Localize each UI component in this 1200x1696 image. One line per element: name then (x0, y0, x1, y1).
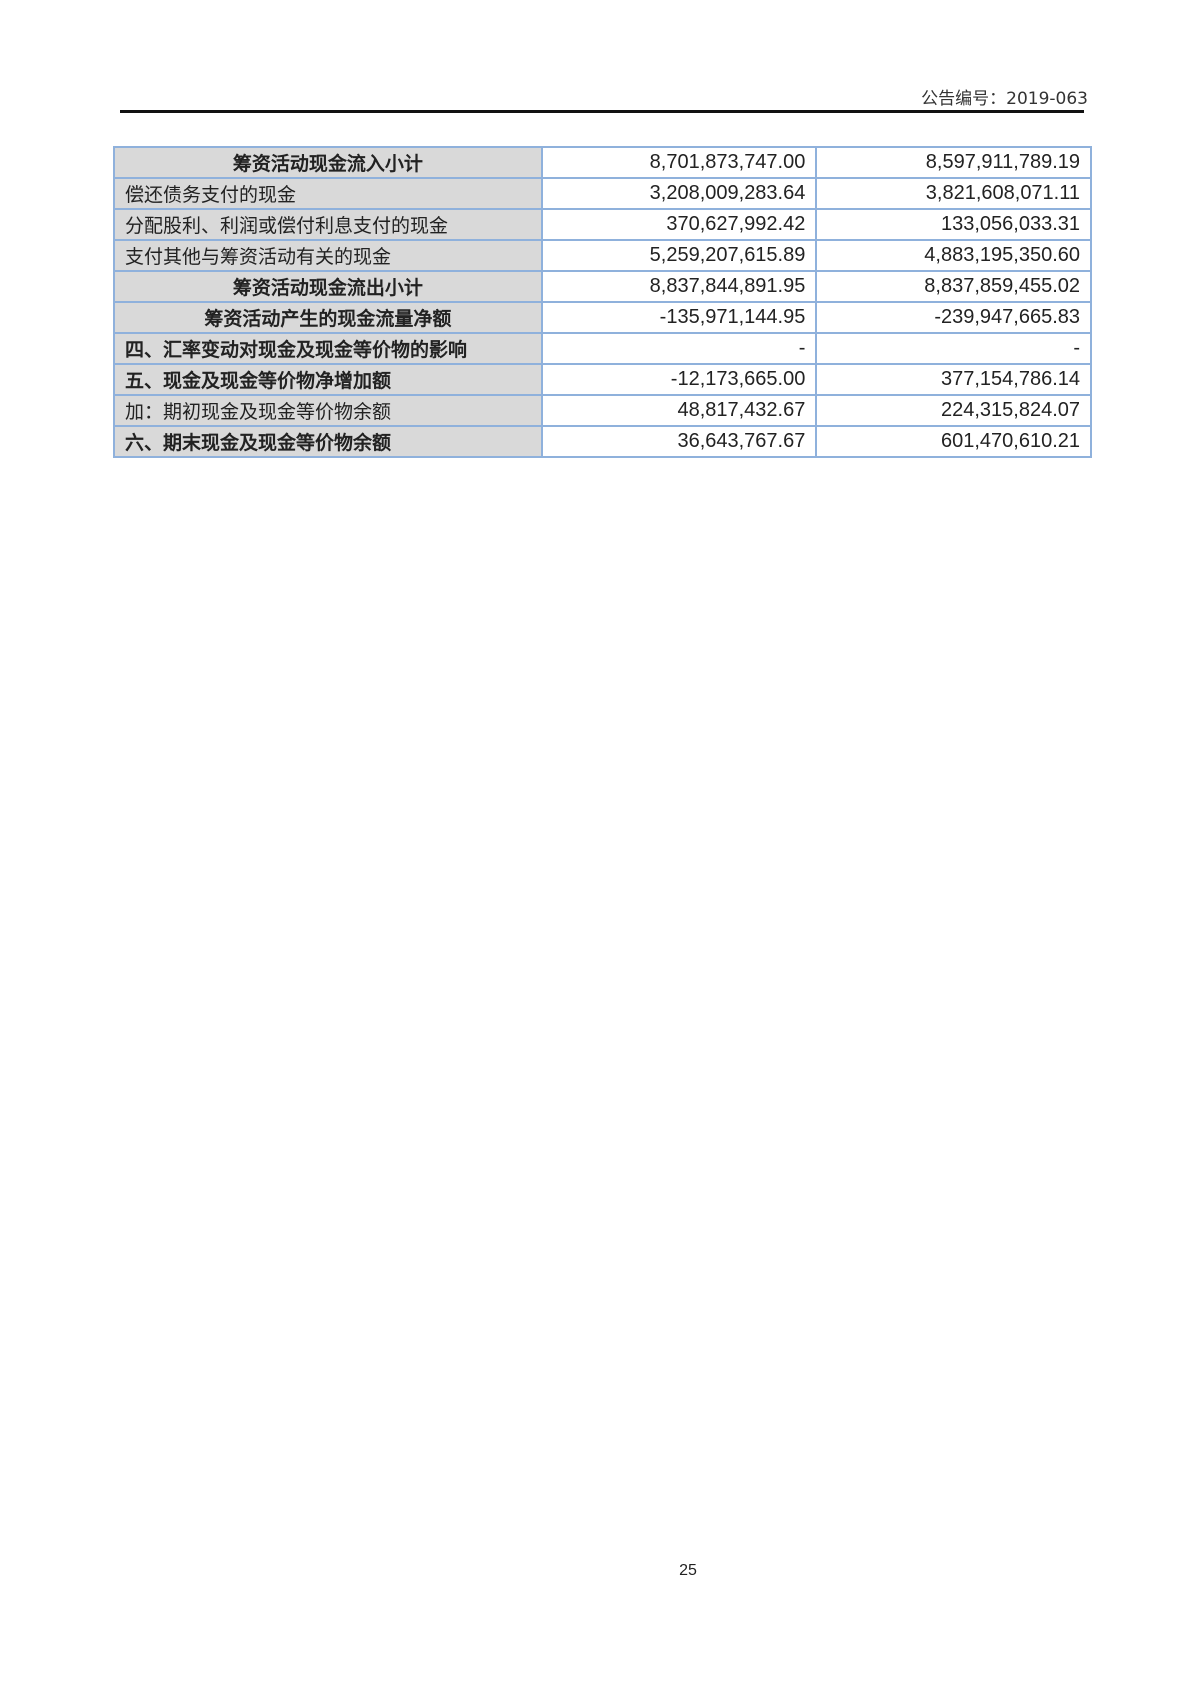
current-value: 8,701,873,747.00 (540, 146, 818, 179)
current-value: 48,817,432.67 (540, 394, 818, 427)
page-number: 25 (679, 1562, 697, 1579)
previous-value: - (815, 332, 1092, 365)
previous-value: 3,821,608,071.11 (815, 177, 1092, 210)
table-row: 支付其他与筹资活动有关的现金 5,259,207,615.89 4,883,195,… (113, 239, 1092, 272)
previous-value: 133,056,033.31 (815, 208, 1092, 241)
row-label: 六、期末现金及现金等价物余额 (113, 425, 543, 458)
previous-value: 4,883,195,350.60 (815, 239, 1092, 272)
table-row: 筹资活动现金流出小计 8,837,844,891.95 8,837,859,455.… (113, 270, 1092, 303)
row-label: 四、汇率变动对现金及现金等价物的影响 (113, 332, 543, 365)
current-value: 370,627,992.42 (540, 208, 818, 241)
row-label: 加：期初现金及现金等价物余额 (113, 394, 543, 427)
current-value: - (540, 332, 818, 365)
table-row: 六、期末现金及现金等价物余额 36,643,767.67 601,470,610.2… (113, 425, 1092, 458)
table-row: 加：期初现金及现金等价物余额 48,817,432.67 224,315,824.0… (113, 394, 1092, 427)
current-value: 3,208,009,283.64 (540, 177, 818, 210)
announcement-number: 公告编号：2019-063 (921, 89, 1088, 109)
row-label: 筹资活动产生的现金流量净额 (113, 301, 543, 334)
row-label: 偿还债务支付的现金 (113, 177, 543, 210)
current-value: -135,971,144.95 (540, 301, 818, 334)
table-row: 偿还债务支付的现金 3,208,009,283.64 3,821,608,071.1… (113, 177, 1092, 210)
previous-value: 601,470,610.21 (815, 425, 1092, 458)
header-rule (120, 110, 1084, 113)
cash-flow-table: 筹资活动现金流入小计 8,701,873,747.00 8,597,911,789.… (113, 146, 1092, 458)
row-label: 五、现金及现金等价物净增加额 (113, 363, 543, 396)
table-row: 筹资活动产生的现金流量净额 -135,971,144.95 -239,947,665… (113, 301, 1092, 334)
table-row: 五、现金及现金等价物净增加额 -12,173,665.00 377,154,786.… (113, 363, 1092, 396)
previous-value: -239,947,665.83 (815, 301, 1092, 334)
previous-value: 377,154,786.14 (815, 363, 1092, 396)
table-row: 分配股利、利润或偿付利息支付的现金 370,627,992.42 133,056,0… (113, 208, 1092, 241)
current-value: 5,259,207,615.89 (540, 239, 818, 272)
row-label: 筹资活动现金流出小计 (113, 270, 543, 303)
row-label: 分配股利、利润或偿付利息支付的现金 (113, 208, 543, 241)
current-value: 8,837,844,891.95 (540, 270, 818, 303)
previous-value: 8,837,859,455.02 (815, 270, 1092, 303)
previous-value: 224,315,824.07 (815, 394, 1092, 427)
previous-value: 8,597,911,789.19 (815, 146, 1092, 179)
row-label: 支付其他与筹资活动有关的现金 (113, 239, 543, 272)
current-value: -12,173,665.00 (540, 363, 818, 396)
current-value: 36,643,767.67 (540, 425, 818, 458)
row-label: 筹资活动现金流入小计 (113, 146, 543, 179)
table-row: 筹资活动现金流入小计 8,701,873,747.00 8,597,911,789.… (113, 146, 1092, 179)
table-row: 四、汇率变动对现金及现金等价物的影响 - - (113, 332, 1092, 365)
